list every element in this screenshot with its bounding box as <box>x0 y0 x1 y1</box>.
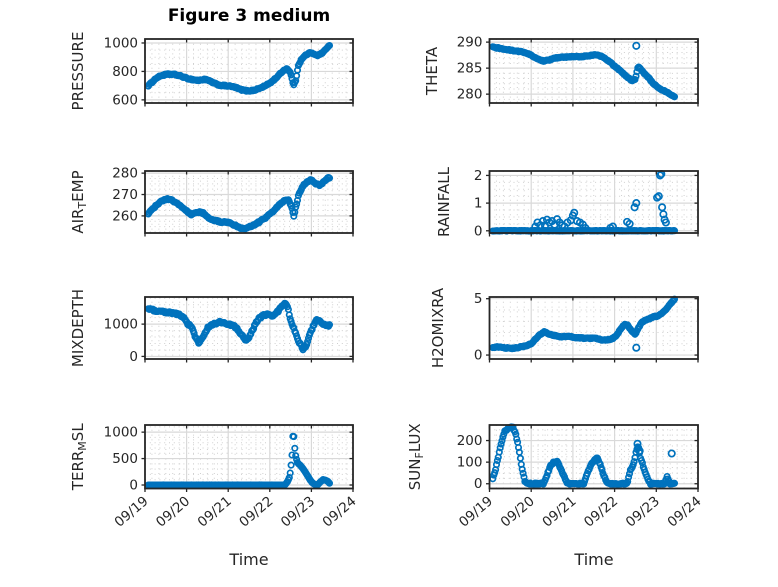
x-tick-label: 09/21 <box>539 493 579 530</box>
grid <box>145 39 353 103</box>
y-tick-label: 0 <box>474 476 483 492</box>
x-tick-label: 09/23 <box>278 493 318 530</box>
y-tick-label: 270 <box>112 187 138 203</box>
x-tick-label: 09/23 <box>623 493 663 530</box>
y-tick-label: 0 <box>129 478 138 494</box>
axis-ticks <box>141 39 354 107</box>
x-tick-label: 09/20 <box>153 493 193 530</box>
x-tick-label: 09/21 <box>195 493 235 530</box>
axis-ticks <box>486 39 699 107</box>
y-tick-label: 260 <box>112 208 138 224</box>
subplot-PRESSURE: 600 800 1000 PRESSURE <box>69 32 354 111</box>
subplot-TERR_MSL: 05001000TERRM​SL09/1909/2009/2109/2209/2… <box>69 423 360 531</box>
axis-ticks <box>141 425 354 492</box>
subplot-SUN_FLUX: 0 100 200 SUNF​LUX 09/1909/2009/2109/2209/23… <box>406 423 705 530</box>
y-tick-label: 0 <box>474 348 483 364</box>
y-axis-label-THETA: THETA <box>423 46 441 96</box>
subplot-MIXDEPTH: 0 1000 MIXDEPTH <box>69 289 354 367</box>
y-tick-label: 280 <box>457 87 483 103</box>
y-tick-label: 800 <box>112 64 138 80</box>
subplot-THETA: 280 285 290 THETA <box>423 35 699 107</box>
axis-ticks <box>486 425 699 492</box>
y-axis-label-TERR_MSL: TERRM​SL <box>69 423 89 492</box>
x-axis-label-left: Time <box>229 550 269 569</box>
y-tick-label: 1000 <box>104 35 138 51</box>
x-tick-label: 09/22 <box>581 493 621 530</box>
y-axis-label-MIXDEPTH: MIXDEPTH <box>69 289 87 367</box>
scatter-series-H2OMIXRA <box>489 295 679 353</box>
x-tick-label: 09/19 <box>111 493 151 530</box>
x-tick-label: 09/24 <box>319 493 359 530</box>
axis-ticks <box>141 297 354 363</box>
scatter-series-SUN_FLUX <box>489 423 679 488</box>
x-tick-label: 09/20 <box>498 493 538 530</box>
subplot-AIR_TEMP: 260 270 280 AIRT​EMP <box>69 166 354 237</box>
subplot-H2OMIXRA: 0 5 H2OMIXRA <box>429 287 699 368</box>
y-tick-label: 280 <box>112 166 138 182</box>
subplot-RAINFALL: 0 1 2 RAINFALL <box>435 166 699 239</box>
scatter-series-PRESSURE <box>144 41 334 95</box>
x-tick-label: 09/19 <box>456 493 496 530</box>
grid <box>489 171 698 233</box>
y-tick-label: 0 <box>129 349 138 365</box>
y-axis-label-H2OMIXRA: H2OMIXRA <box>429 287 447 368</box>
x-axis-label-right: Time <box>574 550 614 569</box>
axis-ticks <box>486 297 699 363</box>
x-tick-label: 09/22 <box>236 493 276 530</box>
y-tick-label: 100 <box>457 455 483 471</box>
y-tick-label: 500 <box>112 451 138 467</box>
y-tick-label: 5 <box>474 291 483 307</box>
y-tick-label: 1000 <box>104 317 138 333</box>
grid <box>145 425 353 489</box>
y-tick-label: 0 <box>474 223 483 239</box>
axis-ticks <box>486 171 699 237</box>
y-axis-label-RAINFALL: RAINFALL <box>435 166 453 237</box>
y-tick-label: 1000 <box>104 425 138 441</box>
y-tick-label: 2 <box>474 168 483 184</box>
y-tick-label: 285 <box>457 61 483 77</box>
y-tick-label: 600 <box>112 92 138 108</box>
scatter-series-THETA <box>489 41 679 101</box>
y-axis-label-PRESSURE: PRESSURE <box>69 32 87 111</box>
scatter-series-AIR_TEMP <box>144 173 334 233</box>
y-axis-label-AIR_TEMP: AIRT​EMP <box>69 170 89 233</box>
x-tick-label: 09/24 <box>664 493 704 530</box>
grid <box>489 39 698 103</box>
scatter-series-MIXDEPTH <box>144 299 334 354</box>
y-tick-label: 1 <box>474 196 483 212</box>
y-tick-label: 200 <box>457 433 483 449</box>
y-tick-label: 290 <box>457 35 483 51</box>
y-axis-label-SUN_FLUX: SUNF​LUX <box>406 423 426 490</box>
figure-title: Figure 3 medium <box>167 6 331 26</box>
axis-ticks <box>141 171 354 237</box>
